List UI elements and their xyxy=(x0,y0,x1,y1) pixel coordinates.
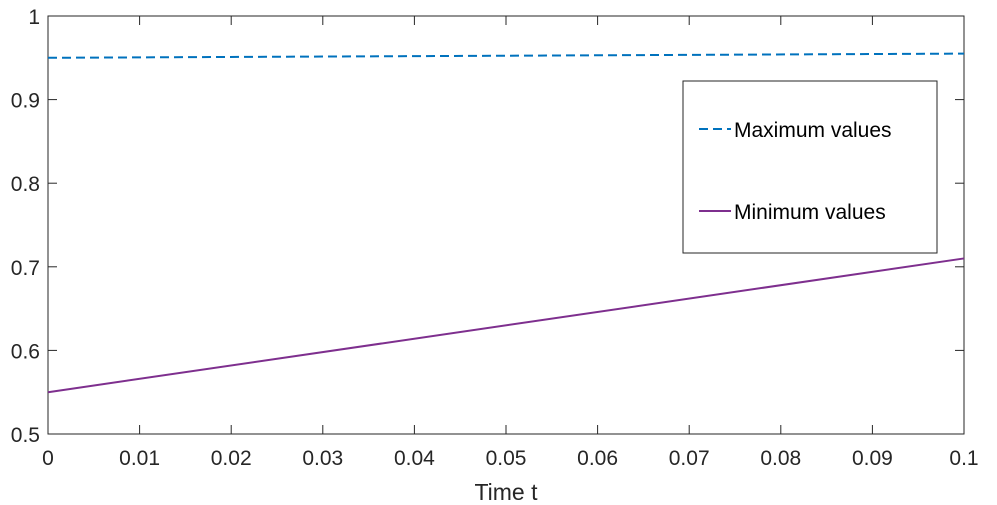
series-line-maximum xyxy=(47,52,965,59)
x-tick-label: 0.02 xyxy=(211,447,252,470)
y-tick-label: 0.9 xyxy=(11,90,40,113)
y-tick-label: 0.7 xyxy=(11,257,40,280)
x-tick-label: 0 xyxy=(42,447,54,470)
x-tick-label: 0.09 xyxy=(852,447,893,470)
legend-box xyxy=(682,80,938,254)
x-tick-label: 0.05 xyxy=(486,447,527,470)
legend-label: Minimum values xyxy=(734,201,886,224)
x-tick-label: 0.08 xyxy=(760,447,801,470)
x-tick-label: 0.1 xyxy=(949,447,978,470)
x-tick-label: 0.01 xyxy=(119,447,160,470)
y-tick-label: 0.8 xyxy=(11,173,40,196)
x-tick-label: 0.03 xyxy=(302,447,343,470)
x-axis-title: Time t xyxy=(474,479,538,505)
series-line-minimum xyxy=(47,257,965,394)
x-tick-label: 0.04 xyxy=(394,447,435,470)
axis-ticks: 0 0.01 0.02 0.03 0.04 0.05 0.06 0.07 0.08 0.09 0.1… xyxy=(11,6,979,470)
y-tick-label: 0.6 xyxy=(11,340,40,363)
x-tick-label: 0.07 xyxy=(669,447,710,470)
series-layer xyxy=(47,52,965,394)
x-tick-label: 0.06 xyxy=(577,447,618,470)
y-tick-label: 1 xyxy=(28,6,40,29)
legend-label: Maximum values xyxy=(734,119,892,142)
legend: Maximum values Minimum values xyxy=(682,80,938,254)
y-tick-label: 0.5 xyxy=(11,424,40,447)
